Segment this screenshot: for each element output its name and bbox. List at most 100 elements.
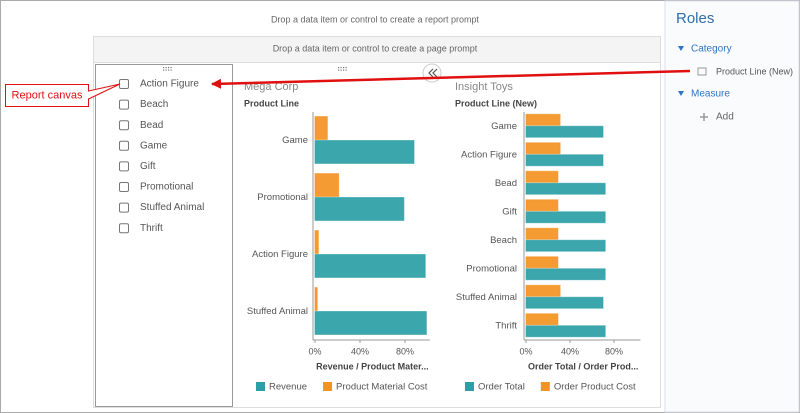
role-section[interactable]: Category <box>691 44 732 55</box>
legend-swatch <box>465 382 474 391</box>
list-item-label[interactable]: Action Figure <box>140 79 199 90</box>
list-control[interactable] <box>95 64 233 407</box>
roles-panel <box>664 0 800 413</box>
y-tick-label: Promotional <box>466 263 517 274</box>
drag-handle[interactable] <box>163 67 347 71</box>
callout-label: Report canvas <box>12 89 83 101</box>
bar <box>525 284 561 297</box>
bar <box>314 254 426 278</box>
page-prompt-box[interactable] <box>93 36 661 63</box>
bar <box>525 182 606 195</box>
checkbox[interactable] <box>119 99 129 110</box>
handle-dot <box>340 67 342 69</box>
axis-title: Order Total / Order Prod... <box>528 361 638 371</box>
x-tick-label: 80% <box>605 346 623 356</box>
handle-dot <box>170 69 172 71</box>
bar <box>314 140 415 164</box>
y-tick-label: Stuffed Animal <box>456 292 517 303</box>
handle-dot <box>345 67 347 69</box>
y-tick-label: Stuffed Animal <box>247 306 308 317</box>
checkbox[interactable] <box>119 182 129 192</box>
y-tick-label: Promotional <box>257 192 308 203</box>
legend-label: Order Product Cost <box>554 382 636 393</box>
x-tick-label: 0% <box>519 346 532 356</box>
x-tick-label: 40% <box>561 346 579 356</box>
checkbox[interactable] <box>119 140 129 151</box>
y-tick-label: Bead <box>495 178 517 189</box>
handle-dot <box>170 67 172 69</box>
bar <box>525 313 559 326</box>
bar <box>525 239 606 252</box>
checkbox[interactable] <box>119 120 129 131</box>
legend-swatch <box>540 382 550 391</box>
y-tick-label: Action Figure <box>252 249 308 260</box>
handle-dot <box>168 69 170 71</box>
handle-dot <box>165 69 167 71</box>
handle-dot <box>168 67 170 69</box>
y-tick-label: Game <box>491 121 517 132</box>
y-tick-label: Thrift <box>495 320 517 331</box>
handle-dot <box>343 67 345 69</box>
handle-dot <box>338 67 340 69</box>
handle-dot <box>343 69 345 71</box>
page-prompt[interactable]: Drop a data item or control to create a … <box>273 43 478 53</box>
legend-swatch <box>256 382 265 391</box>
checkbox[interactable] <box>119 223 129 234</box>
bar <box>314 197 405 221</box>
handle-dot <box>338 69 340 71</box>
axis-title: Product Line <box>244 98 299 108</box>
legend-label: Product Material Cost <box>336 382 428 393</box>
checkbox[interactable] <box>119 79 129 89</box>
report-prompt[interactable]: Drop a data item or control to create a … <box>271 14 480 24</box>
callout-arrow <box>211 69 691 89</box>
checkbox[interactable] <box>119 161 129 172</box>
bar <box>525 154 604 167</box>
x-tick-label: 40% <box>351 346 369 356</box>
handle-dot <box>345 69 347 71</box>
bar <box>525 211 606 224</box>
bar <box>525 325 606 338</box>
y-tick-label: Action Figure <box>461 149 517 160</box>
bar <box>525 256 559 269</box>
x-tick-label: 0% <box>308 346 321 356</box>
bar <box>314 230 319 254</box>
collapse-icon <box>428 68 438 78</box>
bar <box>525 113 561 126</box>
handle-dot <box>163 67 165 69</box>
list-item-label[interactable]: Thrift <box>140 223 163 234</box>
checkbox-list: Action Figure Beach Bead Game Gift Promotiona… <box>119 79 204 234</box>
legend-label: Revenue <box>269 382 307 393</box>
bar <box>525 296 604 309</box>
legend-label: Order Total <box>478 382 525 393</box>
y-tick-label: Beach <box>490 235 517 246</box>
bar <box>525 227 559 240</box>
expand-icon[interactable] <box>678 46 684 51</box>
list-item-label[interactable]: Game <box>140 140 168 151</box>
role-item[interactable]: Add <box>716 112 734 123</box>
y-tick-label: Game <box>282 135 308 146</box>
x-tick-label: 80% <box>396 346 414 356</box>
bar <box>525 125 604 138</box>
add-icon <box>700 113 708 121</box>
roles-title: Roles <box>676 10 714 27</box>
axis-title: Revenue / Product Mater... <box>316 361 429 371</box>
bar <box>314 311 427 335</box>
checkbox[interactable] <box>119 202 129 213</box>
list-item-label[interactable]: Bead <box>140 120 163 131</box>
handle-dot <box>165 67 167 69</box>
bar <box>525 170 559 183</box>
expand-icon[interactable] <box>678 91 684 96</box>
list-item-label[interactable]: Gift <box>140 161 156 172</box>
list-item-label[interactable]: Promotional <box>140 182 193 193</box>
bar <box>525 199 559 212</box>
role-section[interactable]: Measure <box>691 89 730 100</box>
bar <box>314 173 340 197</box>
role-item[interactable]: Product Line (New) <box>716 66 793 76</box>
callout-box <box>5 83 121 107</box>
bar <box>525 268 606 281</box>
bar <box>525 142 561 155</box>
list-item-label[interactable]: Beach <box>140 99 168 110</box>
list-item-label[interactable]: Stuffed Animal <box>140 202 204 213</box>
